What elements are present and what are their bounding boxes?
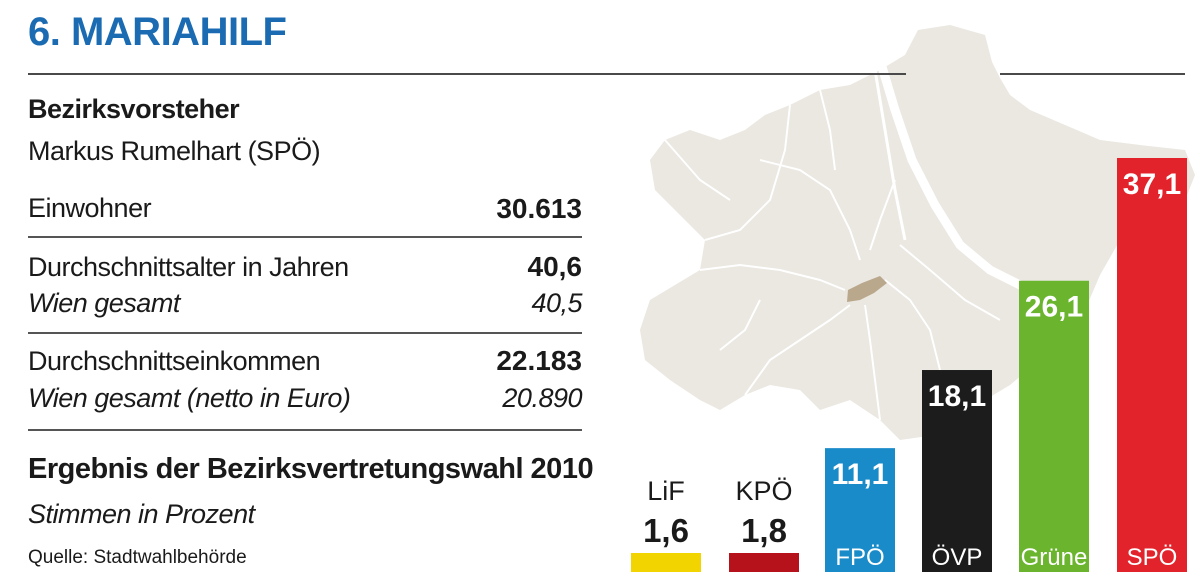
mayor-heading: Bezirksvorsteher xyxy=(28,94,240,124)
value-label: 18,1 xyxy=(928,380,986,413)
page-title: 6. MARIAHILF xyxy=(28,10,287,54)
value-label: 26,1 xyxy=(1025,291,1083,324)
mayor-name: Markus Rumelhart (SPÖ) xyxy=(28,136,321,166)
election-subheading: Stimmen in Prozent xyxy=(28,499,255,529)
age-label: Durchschnittsalter in Jahren xyxy=(28,252,349,282)
value-label: 1,8 xyxy=(741,512,787,549)
danube-canal xyxy=(873,69,907,241)
source-note: Quelle: Stadtwahlbehörde xyxy=(28,547,247,568)
bar-fpö xyxy=(825,448,895,572)
category-label: KPÖ xyxy=(735,476,792,506)
category-label: LiF xyxy=(647,476,685,506)
age-sub-label: Wien gesamt xyxy=(28,288,180,318)
header-rule-right xyxy=(1000,73,1185,75)
age-sub-value: 40,5 xyxy=(531,288,582,318)
income-value: 22.183 xyxy=(496,345,582,376)
bar-kpö xyxy=(729,553,799,572)
income-sub-label: Wien gesamt (netto in Euro) xyxy=(28,383,351,413)
separator xyxy=(28,332,582,334)
population-label: Einwohner xyxy=(28,193,152,223)
mariahilf-district xyxy=(847,276,887,302)
separator xyxy=(28,236,582,238)
category-label: ÖVP xyxy=(932,544,983,571)
district-borders xyxy=(664,89,1001,421)
separator xyxy=(28,429,582,431)
bar-spö xyxy=(1117,158,1187,572)
population-value: 30.613 xyxy=(496,193,582,224)
income-sub-value: 20.890 xyxy=(502,383,582,413)
category-label: SPÖ xyxy=(1127,544,1178,571)
value-label: 37,1 xyxy=(1123,168,1181,201)
bar-grüne xyxy=(1019,280,1089,572)
value-label: 11,1 xyxy=(832,458,889,491)
income-label: Durchschnittseinkommen xyxy=(28,346,321,376)
category-label: FPÖ xyxy=(835,544,884,571)
category-label: Grüne xyxy=(1021,544,1088,571)
value-label: 1,6 xyxy=(643,512,689,549)
election-heading: Ergebnis der Bezirksvertretungswahl 2010 xyxy=(28,453,594,485)
bar-övp xyxy=(922,370,992,572)
age-value: 40,6 xyxy=(527,251,583,282)
bar-lif xyxy=(631,553,701,572)
header-rule xyxy=(28,73,906,75)
